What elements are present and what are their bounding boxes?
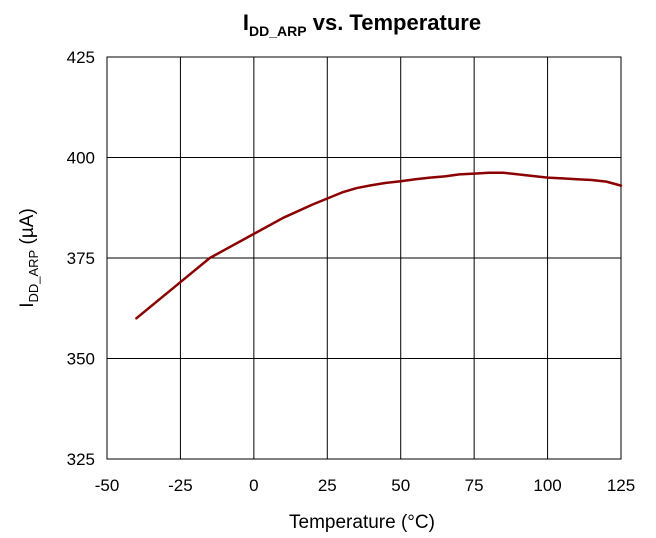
y-tick-label: 425 — [67, 48, 95, 67]
chart-title-main: I — [243, 10, 249, 35]
y-axis-label-rest: (µA) — [17, 208, 38, 250]
x-tick-label: 50 — [391, 476, 410, 495]
x-tick-label: -50 — [95, 476, 120, 495]
plot-area — [106, 56, 622, 460]
x-tick-label: 75 — [465, 476, 484, 495]
x-tick-label: 25 — [318, 476, 337, 495]
y-tick-label: 350 — [67, 350, 95, 369]
chart-title-rest: vs. Temperature — [307, 10, 481, 35]
x-tick-label: 100 — [533, 476, 561, 495]
series-layer — [135, 171, 623, 320]
chart-title-subscript: DD_ARP — [249, 23, 307, 39]
x-axis-ticks: -50 -25 0 25 50 75 100 125 — [95, 476, 635, 495]
gridlines — [107, 57, 621, 459]
x-axis-label: Temperature (°C) — [289, 512, 435, 533]
chart-title: IDD_ARP vs. Temperature — [243, 10, 481, 39]
x-tick-label: 0 — [249, 476, 258, 495]
x-tick-label: 125 — [607, 476, 635, 495]
y-tick-label: 400 — [67, 149, 95, 168]
x-tick-label: -25 — [168, 476, 193, 495]
y-axis-label-main: I — [17, 303, 38, 308]
y-tick-label: 375 — [67, 249, 95, 268]
series-line — [135, 171, 623, 320]
y-axis-label: IDD_ARP (µA) — [17, 208, 41, 308]
y-axis-ticks: 325 350 375 400 425 — [67, 48, 95, 469]
y-axis-label-subscript: DD_ARP — [26, 250, 41, 303]
y-tick-label: 325 — [67, 450, 95, 469]
